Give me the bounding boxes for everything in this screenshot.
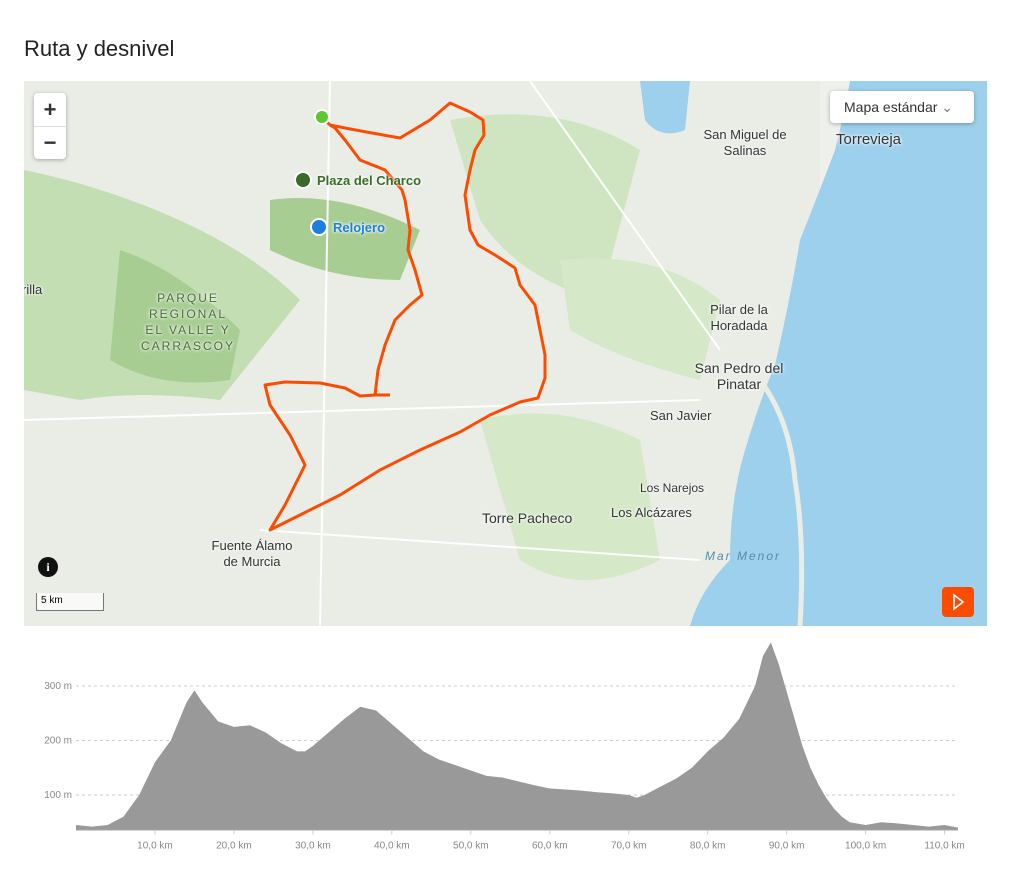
place-line: Mar Menor [705,549,782,563]
y-tick-label: 100 m [44,790,72,801]
x-tick-label: 90,0 km [769,840,805,851]
place-line: Torre Pacheco [482,510,573,526]
scale-bar: 5 km [36,593,104,611]
place-line: Torrevieja [836,131,902,148]
place-line: EL VALLE Y [145,323,231,337]
map[interactable]: + − Mapa estándar ⌄ Plaza del Charco Rel… [24,81,987,626]
place-label: Los Alcázares [611,505,692,521]
place-label: San Pedro del Pinatar [684,360,794,392]
place-label: Mar Menor [705,548,781,564]
map-canvas [24,81,987,626]
x-tick-label: 20,0 km [216,840,252,851]
y-tick-label: 300 m [44,681,72,692]
place-line: Salinas [723,143,767,158]
elevation-chart: 100 m 200 m 300 m 10,0 km 20,0 km 30,0 km 40,0… [44,642,965,851]
scale-label: 5 km [41,595,63,606]
place-label: San Miguel de Salinas [690,127,800,159]
place-label: Pilar de la Horadada [694,302,784,334]
elevation-area [76,642,958,831]
x-tick-label: 100,0 km [845,840,886,851]
place-line: CARRASCOY [140,339,235,353]
place-line: PARQUE [157,291,219,305]
info-button[interactable]: i [38,557,58,577]
map-style-menu[interactable]: Mapa estándar ⌄ [830,91,974,123]
zoom-in[interactable]: + [34,93,66,127]
place-line: rilla [24,282,43,297]
x-tick-label: 80,0 km [690,840,726,851]
place-line: Los Alcázares [611,505,692,520]
poi-label: Plaza del Charco [317,172,422,188]
x-tick-label: 60,0 km [532,840,568,851]
play-button[interactable] [942,587,974,617]
place-line: REGIONAL [148,307,227,321]
x-tick-label: 30,0 km [295,840,331,851]
place-label: PARQUE REGIONAL EL VALLE Y CARRASCOY [132,290,244,354]
section-title: Ruta y desnivel [24,36,175,61]
place-line: San Javier [650,408,712,423]
place-label: Torre Pacheco [482,510,572,526]
place-line: Pilar de la [710,302,768,317]
place-line: San Miguel de [703,127,787,142]
place-line: San Pedro del [694,360,784,376]
place-line: Los Narejos [640,481,705,495]
place-line: Fuente Álamo [211,538,293,553]
zoom-out[interactable]: − [43,130,57,155]
x-tick-label: 110,0 km [924,840,964,851]
place-label: Torrevieja [836,132,901,148]
place-line: Pinatar [716,376,762,392]
x-tick-label: 10,0 km [137,840,173,851]
map-style-label: Mapa estándar [844,99,938,115]
place-label: Los Narejos [640,480,704,496]
zoom-control: + − [34,93,66,159]
x-tick-label: 70,0 km [611,840,647,851]
place-line: de Murcia [223,554,281,569]
poi[interactable]: Plaza del Charco [294,171,421,189]
x-tick-label: 50,0 km [453,840,489,851]
place-label: Fuente Álamo de Murcia [202,538,302,570]
x-tick-label: 40,0 km [374,840,410,851]
poi[interactable]: Relojero [310,218,385,236]
play-icon [953,593,965,611]
poi-label: Relojero [333,219,386,235]
place-label: San Javier [650,408,711,424]
place-label: rilla [24,282,42,298]
place-line: Horadada [710,318,768,333]
y-tick-label: 200 m [44,735,72,746]
